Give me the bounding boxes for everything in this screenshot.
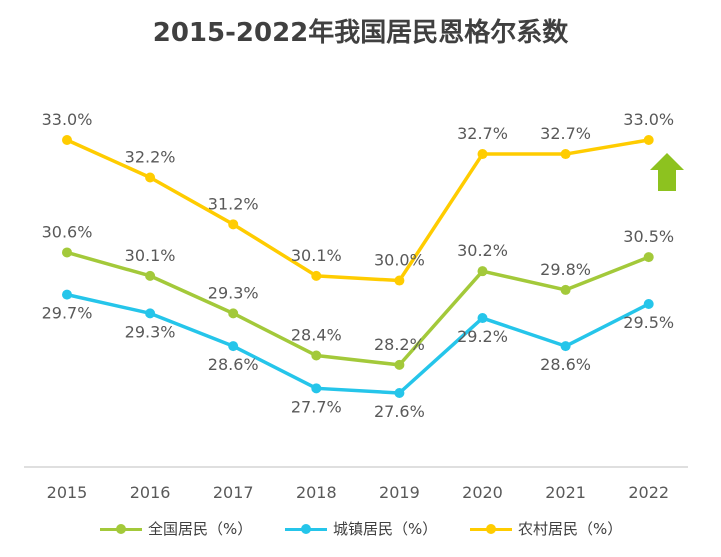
point-urban-2020 <box>477 313 488 324</box>
x-tick-label-2020: 2020 <box>462 483 503 502</box>
line-chart: 2015 2016 2017 2018 2019 2020 2021 2022 30.6% 30.… <box>24 110 688 502</box>
point-rural-2016 <box>145 172 156 183</box>
x-tick-label-2019: 2019 <box>379 483 420 502</box>
point-urban-2017 <box>228 341 239 352</box>
x-tick-label-2022: 2022 <box>628 483 669 502</box>
data-label-rural-2020: 32.7% <box>457 124 508 143</box>
data-label-national-2018: 28.4% <box>291 326 342 345</box>
point-rural-2020 <box>477 149 488 160</box>
data-label-national-2019: 28.2% <box>374 335 425 354</box>
chart-title: 2015-2022年我国居民恩格尔系数 <box>152 18 569 48</box>
data-label-rural-2015: 33.0% <box>42 110 93 129</box>
data-label-urban-2018: 27.7% <box>291 397 342 416</box>
series-line-rural <box>66 138 649 283</box>
legend-swatch-urban <box>285 519 327 539</box>
series-line-urban <box>66 292 650 395</box>
data-label-urban-2020: 29.2% <box>457 327 508 346</box>
legend: 全国居民（%） 城镇居民（%） 农村居民（%） <box>0 518 721 542</box>
point-national-2018 <box>311 350 322 361</box>
data-label-rural-2016: 32.2% <box>125 147 176 166</box>
data-label-urban-2016: 29.3% <box>125 322 176 341</box>
data-label-national-2022: 30.5% <box>623 227 674 246</box>
point-urban-2022 <box>643 298 654 309</box>
legend-label-national: 全国居民（%） <box>148 520 253 538</box>
data-label-urban-2017: 28.6% <box>208 355 259 374</box>
point-national-2021 <box>560 284 571 295</box>
point-national-2016 <box>145 270 156 281</box>
x-tick-label-2021: 2021 <box>545 483 586 502</box>
point-rural-2021 <box>560 149 571 160</box>
data-label-urban-2022: 29.5% <box>623 313 674 332</box>
point-urban-2015 <box>62 289 72 300</box>
point-national-2017 <box>228 308 239 319</box>
point-rural-2017 <box>228 219 239 230</box>
legend-item-national: 全国居民（%） <box>100 518 252 539</box>
series-line-national <box>66 250 650 367</box>
legend-swatch-rural <box>470 519 512 539</box>
point-national-2020 <box>477 266 488 277</box>
point-national-2022 <box>643 252 654 263</box>
data-label-national-2015: 30.6% <box>42 222 93 241</box>
point-rural-2015 <box>62 135 72 145</box>
point-urban-2021 <box>560 341 571 352</box>
data-label-rural-2019: 30.0% <box>374 251 425 270</box>
legend-item-urban: 城镇居民（%） <box>285 518 437 539</box>
data-label-national-2016: 30.1% <box>125 246 176 265</box>
data-label-national-2020: 30.2% <box>457 241 508 260</box>
x-tick-label-2018: 2018 <box>296 483 337 502</box>
legend-label-urban: 城镇居民（%） <box>333 520 438 538</box>
data-label-national-2021: 29.8% <box>540 260 591 279</box>
legend-label-rural: 农村居民（%） <box>518 520 623 538</box>
point-rural-2022 <box>643 135 654 145</box>
data-label-rural-2022: 33.0% <box>623 110 674 129</box>
data-label-urban-2019: 27.6% <box>374 402 425 421</box>
up-arrow-icon <box>650 153 684 191</box>
point-rural-2018 <box>311 270 322 281</box>
data-label-rural-2021: 32.7% <box>540 124 591 143</box>
data-label-urban-2021: 28.6% <box>540 355 591 374</box>
x-tick-label-2016: 2016 <box>130 483 171 502</box>
data-label-national-2017: 29.3% <box>208 283 259 302</box>
point-rural-2019 <box>394 275 405 286</box>
point-national-2015 <box>62 247 72 258</box>
legend-item-rural: 农村居民（%） <box>470 518 622 539</box>
data-label-rural-2017: 31.2% <box>208 194 259 213</box>
point-urban-2016 <box>145 308 156 319</box>
point-national-2019 <box>394 359 405 370</box>
x-tick-label-2015: 2015 <box>47 483 88 502</box>
data-label-urban-2015: 29.7% <box>42 304 93 323</box>
point-urban-2018 <box>311 383 322 394</box>
x-tick-label-2017: 2017 <box>213 483 254 502</box>
data-label-rural-2018: 30.1% <box>291 246 342 265</box>
point-urban-2019 <box>394 388 405 398</box>
legend-swatch-national <box>100 519 142 539</box>
